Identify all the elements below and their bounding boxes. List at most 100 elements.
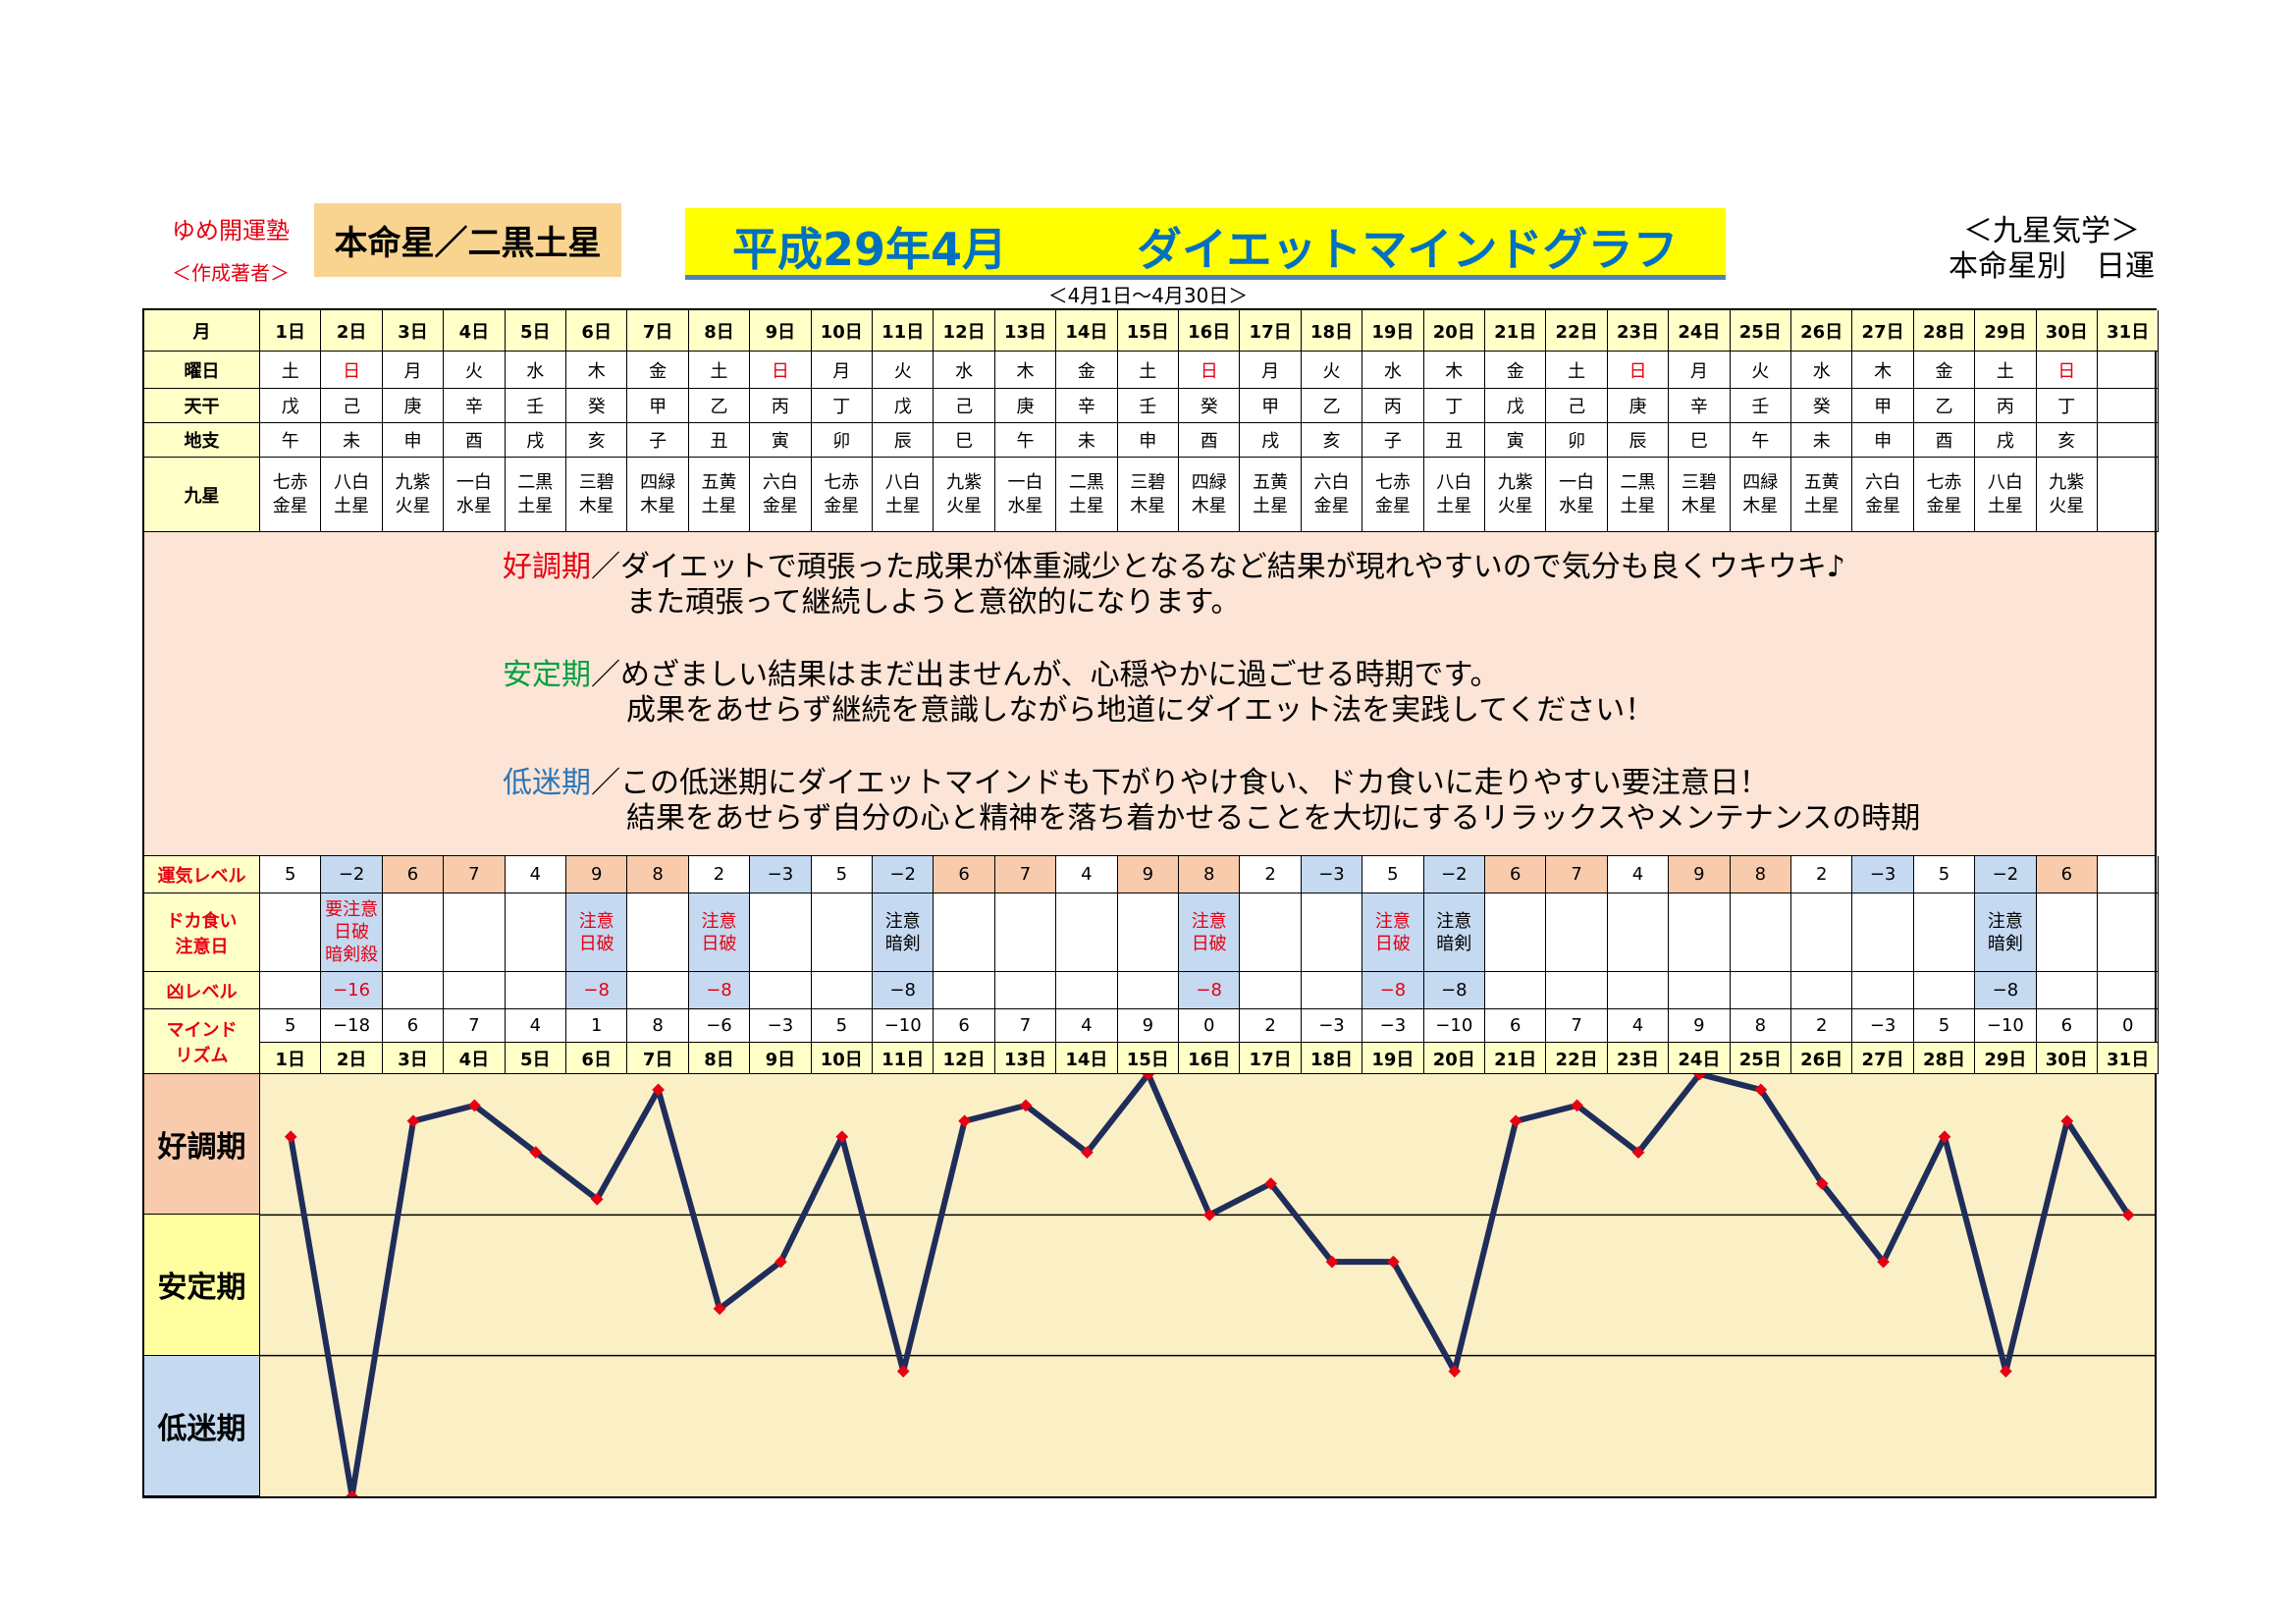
kyusei-cell: 七赤 金星 xyxy=(1913,458,1976,532)
youbi-cell: 日 xyxy=(2036,352,2098,389)
chishi-cell: 子 xyxy=(627,423,689,458)
tenkan-cell: 丙 xyxy=(1975,389,2037,423)
zone-label: 好調期 xyxy=(144,1074,260,1216)
chishi-cell: 丑 xyxy=(1423,423,1485,458)
unki-cell: 9 xyxy=(1117,856,1179,893)
kyo-cell xyxy=(1546,972,1608,1009)
chishi-cell: 午 xyxy=(1730,423,1791,458)
tenkan-cell: 壬 xyxy=(505,389,566,423)
chishi-cell: 酉 xyxy=(444,423,506,458)
mind-day-header: 23日 xyxy=(1607,1043,1670,1074)
dokagui-cell xyxy=(811,893,873,972)
mind-day-header: 24日 xyxy=(1669,1043,1731,1074)
youbi-cell: 月 xyxy=(382,352,445,389)
youbi-cell: 水 xyxy=(505,352,566,389)
kyusei-element: 木星 xyxy=(1130,495,1166,516)
tenkan-cell: 己 xyxy=(321,389,383,423)
mind-day-header: 17日 xyxy=(1240,1043,1302,1074)
kyusei-cell: 二黒 土星 xyxy=(1056,458,1118,532)
mind-day-header: 21日 xyxy=(1485,1043,1547,1074)
unki-cell: 4 xyxy=(1607,856,1670,893)
mind-day-header: 27日 xyxy=(1852,1043,1914,1074)
chishi-cell: 戌 xyxy=(1975,423,2037,458)
youbi-cell: 水 xyxy=(1791,352,1853,389)
unki-cell: −2 xyxy=(1975,856,2037,893)
kyo-cell: −8 xyxy=(1362,972,1424,1009)
mind-day-header: 18日 xyxy=(1301,1043,1363,1074)
mind-value-cell: 6 xyxy=(2036,1009,2098,1043)
dokagui-cell xyxy=(1730,893,1791,972)
kyusei-cell: 八白 土星 xyxy=(873,458,934,532)
row-label-chishi: 地支 xyxy=(144,423,260,458)
row-label-unki: 運気レベル xyxy=(144,856,260,893)
mind-value-cell: 1 xyxy=(566,1009,628,1043)
kyo-cell xyxy=(1056,972,1118,1009)
unki-cell: −2 xyxy=(873,856,934,893)
kyusei-cell: 九紫 火星 xyxy=(382,458,445,532)
day-header: 29日 xyxy=(1975,310,2037,352)
mind-day-header: 1日 xyxy=(260,1043,322,1074)
dokagui-cell xyxy=(1117,893,1179,972)
chishi-cell: 辰 xyxy=(873,423,934,458)
kyusei-element: 木星 xyxy=(1191,495,1227,516)
youbi-cell: 土 xyxy=(1546,352,1608,389)
kyusei-element: 金星 xyxy=(1865,495,1901,516)
kyo-cell: −8 xyxy=(688,972,751,1009)
kyusei-star: 八白 xyxy=(884,471,921,493)
unki-cell: 9 xyxy=(566,856,628,893)
kyo-cell xyxy=(1730,972,1791,1009)
youbi-cell: 火 xyxy=(1730,352,1791,389)
day-header: 28日 xyxy=(1913,310,1976,352)
dokagui-cell xyxy=(934,893,995,972)
day-header: 11日 xyxy=(873,310,934,352)
kyo-cell xyxy=(1852,972,1914,1009)
mind-day-header: 6日 xyxy=(566,1043,628,1074)
kyusei-cell: 六白 金星 xyxy=(1301,458,1363,532)
kyusei-star: 五黄 xyxy=(1803,471,1840,493)
day-header: 1日 xyxy=(260,310,322,352)
kyusei-star: 二黒 xyxy=(1068,471,1104,493)
kyusei-element: 水星 xyxy=(455,495,492,516)
chishi-cell: 申 xyxy=(382,423,445,458)
kyo-cell xyxy=(1669,972,1731,1009)
mind-day-header: 4日 xyxy=(444,1043,506,1074)
kyo-cell xyxy=(2036,972,2098,1009)
tenkan-cell: 癸 xyxy=(566,389,628,423)
kyusei-star: 二黒 xyxy=(1620,471,1656,493)
kyo-cell xyxy=(1117,972,1179,1009)
zone-label: 安定期 xyxy=(144,1215,260,1356)
mind-value-cell: 8 xyxy=(1730,1009,1791,1043)
unki-cell: 5 xyxy=(1913,856,1976,893)
mind-value-cell: 7 xyxy=(444,1009,506,1043)
fortune-grid: 月曜日 天干 地支 九星 運気レベル ドカ食い 注意日 凶レベル マインド リズム 1日土戊午七… xyxy=(142,308,2160,1498)
dokagui-cell xyxy=(382,893,445,972)
dokagui-cell xyxy=(1301,893,1363,972)
mind-value-cell: 4 xyxy=(1056,1009,1118,1043)
kyusei-star: 七赤 xyxy=(1374,471,1411,493)
description-line: 低迷期／この低迷期にダイエットマインドも下がりやけ食い、ドカ食いに走りやすい要注… xyxy=(503,758,1769,801)
kyo-cell xyxy=(382,972,445,1009)
mind-value-cell: 0 xyxy=(1179,1009,1241,1043)
description-line: 好調期／ダイエットで頑張った成果が体重減少となるなど結果が現れやすいので気分も良… xyxy=(503,542,1845,585)
kyusei-cell: 六白 金星 xyxy=(750,458,812,532)
day-header: 5日 xyxy=(505,310,566,352)
kyusei-star: 四緑 xyxy=(1191,471,1227,493)
kyusei-element: 金星 xyxy=(1313,495,1350,516)
youbi-cell: 月 xyxy=(1240,352,1302,389)
dokagui-cell xyxy=(1607,893,1670,972)
mind-value-cell: 6 xyxy=(382,1009,445,1043)
mind-value-cell: 7 xyxy=(994,1009,1057,1043)
kyusei-star: 六白 xyxy=(1313,471,1350,493)
zone-label: 低迷期 xyxy=(144,1355,260,1496)
youbi-cell: 日 xyxy=(1607,352,1670,389)
kyusei-star: 九紫 xyxy=(395,471,431,493)
mind-day-header: 26日 xyxy=(1791,1043,1853,1074)
kyo-cell xyxy=(627,972,689,1009)
dokagui-cell: 注意 暗剣 xyxy=(1975,893,2037,972)
kyusei-element: 木星 xyxy=(640,495,676,516)
tenkan-cell: 辛 xyxy=(1056,389,1118,423)
data-point xyxy=(896,1365,910,1378)
unki-cell: 7 xyxy=(994,856,1057,893)
mind-value-cell: 5 xyxy=(811,1009,873,1043)
chishi-cell: 酉 xyxy=(1179,423,1241,458)
